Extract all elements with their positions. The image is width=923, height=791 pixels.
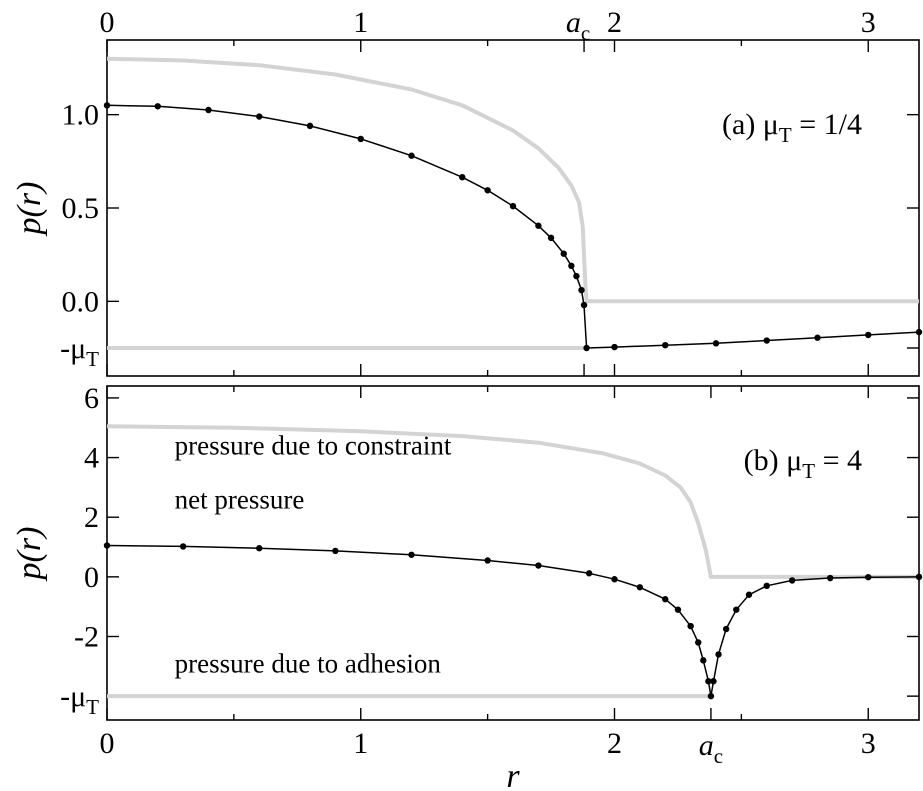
y-axis-label: p(r) xyxy=(11,527,48,582)
y-tick-label: 0.5 xyxy=(62,192,100,225)
data-point-net xyxy=(826,574,834,582)
data-point-net xyxy=(509,202,517,210)
series-line-constraint xyxy=(106,56,919,304)
data-point-net xyxy=(722,625,730,633)
series-line-constraint xyxy=(106,424,919,579)
data-point-net xyxy=(306,122,314,130)
data-point-net xyxy=(763,337,770,344)
y-tick-label: 2 xyxy=(84,501,99,534)
ac-label-top: ac xyxy=(566,6,590,45)
data-point-net xyxy=(459,174,466,181)
data-point-net xyxy=(205,106,212,114)
panel-a: 1.0 0.5 0.0 -μT 0 1 2 3 ac p(r) (a) μT = 1/4 xyxy=(11,6,923,377)
data-point-net xyxy=(484,557,491,564)
data-point-net xyxy=(179,543,187,550)
data-point-net xyxy=(357,135,364,143)
data-point-net xyxy=(568,262,575,270)
x-tick-label-bottom: 3 xyxy=(861,727,876,760)
x-tick-label-top: 0 xyxy=(100,6,115,39)
data-point-net xyxy=(674,606,682,613)
plot-frame xyxy=(106,385,920,721)
ac-label-bottom: ac xyxy=(699,729,723,768)
y-tick-label: -μT xyxy=(60,680,99,719)
panel-label: (a) μT = 1/4 xyxy=(722,108,862,147)
data-point-net xyxy=(865,573,872,581)
data-point-net xyxy=(715,651,722,658)
data-point-net xyxy=(733,606,740,613)
x-tick-label-bottom: 1 xyxy=(353,727,368,760)
data-point-net xyxy=(636,584,644,591)
y-tick-label: -2 xyxy=(74,621,99,654)
data-point-net xyxy=(256,113,263,120)
data-point-net xyxy=(154,103,161,110)
data-point-net xyxy=(103,102,111,109)
data-point-net xyxy=(611,576,618,583)
data-point-net xyxy=(788,577,796,584)
y-tick-label: 1.0 xyxy=(62,99,100,132)
y-tick-label: 6 xyxy=(84,382,99,415)
data-point-net xyxy=(763,582,770,590)
x-axis-label: r xyxy=(506,758,520,791)
data-point-net xyxy=(573,272,580,280)
data-point-net xyxy=(585,570,593,577)
data-point-net xyxy=(700,657,707,664)
data-point-net xyxy=(535,562,542,569)
y-tick-label: 4 xyxy=(84,442,99,475)
data-point-net xyxy=(256,545,263,552)
data-point-net xyxy=(484,187,491,194)
x-tick-label-bottom: 0 xyxy=(100,727,115,760)
data-point-net xyxy=(687,622,694,630)
annotation: net pressure xyxy=(175,484,305,514)
data-point-net xyxy=(705,678,712,685)
data-point-net xyxy=(560,250,567,257)
data-point-net xyxy=(915,573,923,581)
data-point-net xyxy=(611,343,618,351)
data-point-net xyxy=(103,542,111,549)
data-point-net xyxy=(814,334,821,341)
data-point-net xyxy=(695,639,702,646)
x-tick-label-top: 2 xyxy=(607,6,622,39)
y-tick-label: -μT xyxy=(60,332,99,371)
data-point-net xyxy=(580,301,588,309)
y-axis-label: p(r) xyxy=(11,182,48,237)
data-point-net xyxy=(662,596,669,603)
data-point-net xyxy=(408,152,415,159)
y-tick-label: 0.0 xyxy=(62,285,100,318)
data-point-net xyxy=(662,342,669,349)
data-point-net xyxy=(707,692,715,700)
data-point-net xyxy=(915,328,923,336)
data-point-net xyxy=(865,331,872,339)
panel-label: (b) μT = 4 xyxy=(744,444,862,483)
x-tick-label-top: 3 xyxy=(861,6,876,39)
data-point-net xyxy=(710,678,717,685)
data-point-net xyxy=(332,547,339,555)
data-point-net xyxy=(712,340,720,347)
data-point-net xyxy=(578,286,585,294)
data-point-net xyxy=(547,234,555,242)
data-point-net xyxy=(535,222,542,229)
x-tick-label-bottom: 2 xyxy=(607,727,622,760)
x-tick-label-top: 1 xyxy=(353,6,368,39)
annotation: pressure due to adhesion xyxy=(175,648,442,678)
data-point-net xyxy=(408,551,415,558)
data-point-net xyxy=(745,591,753,598)
series-line-net xyxy=(106,104,920,349)
y-tick-label: 0 xyxy=(84,561,99,594)
annotation: pressure due to constraint xyxy=(175,431,452,461)
data-point-net xyxy=(583,344,590,352)
